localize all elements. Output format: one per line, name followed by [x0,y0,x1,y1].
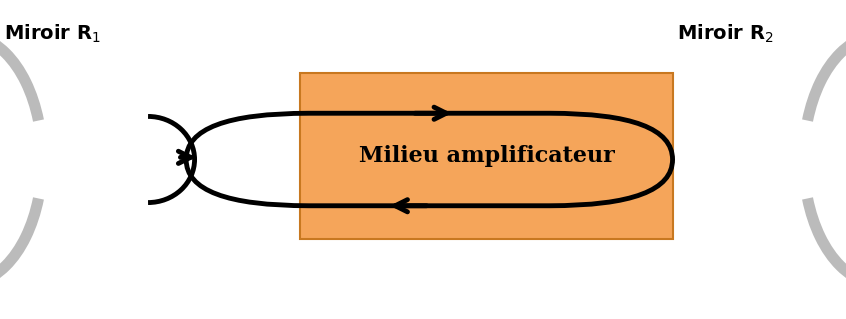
Text: Miroir R$_1$: Miroir R$_1$ [4,22,101,45]
Bar [300,73,673,239]
Text: Miroir R$_2$: Miroir R$_2$ [677,22,773,45]
Text: Milieu amplificateur: Milieu amplificateur [359,145,614,167]
